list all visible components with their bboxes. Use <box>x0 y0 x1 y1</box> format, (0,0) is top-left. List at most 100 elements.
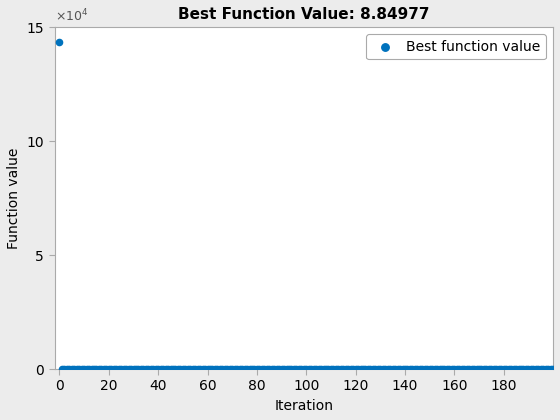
Best function value <box>107 366 116 373</box>
Best function value <box>279 366 288 373</box>
Best function value <box>507 366 516 373</box>
Best function value <box>139 366 148 373</box>
Best function value <box>72 366 81 373</box>
Best function value <box>374 366 382 373</box>
Best function value <box>472 366 481 373</box>
Best function value <box>297 366 306 373</box>
Best function value <box>255 366 264 373</box>
Best function value <box>395 366 404 373</box>
Best function value <box>341 366 350 373</box>
Best function value <box>151 366 160 373</box>
Best function value <box>127 366 136 373</box>
Best function value <box>410 366 419 373</box>
Best function value <box>526 366 535 373</box>
Best function value <box>324 366 333 373</box>
Best function value <box>129 366 138 373</box>
Best function value <box>132 366 141 373</box>
Best function value <box>124 366 133 373</box>
Best function value <box>191 366 200 373</box>
Best function value <box>465 366 474 373</box>
Best function value <box>258 366 267 373</box>
Best function value <box>334 366 343 373</box>
Best function value <box>60 366 69 373</box>
Best function value <box>381 366 390 373</box>
Best function value <box>206 366 214 373</box>
Title: Best Function Value: 8.84977: Best Function Value: 8.84977 <box>178 7 430 22</box>
Best function value <box>332 366 340 373</box>
Best function value <box>158 366 167 373</box>
Best function value <box>403 366 412 373</box>
Best function value <box>416 366 424 373</box>
Best function value <box>445 366 454 373</box>
Best function value <box>511 366 520 373</box>
Best function value <box>116 366 125 373</box>
Best function value <box>253 366 262 373</box>
Best function value <box>460 366 469 373</box>
Best function value <box>418 366 427 373</box>
Best function value <box>514 366 523 373</box>
Best function value <box>228 366 237 373</box>
Best function value <box>309 366 318 373</box>
Best function value <box>102 366 111 373</box>
Best function value <box>144 366 153 373</box>
Best function value <box>218 366 227 373</box>
Best function value <box>531 366 540 373</box>
Best function value <box>77 366 86 373</box>
Best function value <box>70 366 79 373</box>
Best function value <box>277 366 286 373</box>
Best function value <box>467 366 476 373</box>
Best function value <box>329 366 338 373</box>
Best function value <box>211 366 220 373</box>
Best function value <box>164 366 172 373</box>
Best function value <box>80 366 88 373</box>
Best function value <box>119 366 128 373</box>
Best function value <box>484 366 493 373</box>
Best function value <box>479 366 488 373</box>
Best function value <box>200 366 209 373</box>
Best function value <box>376 366 385 373</box>
Best function value <box>477 366 486 373</box>
Best function value <box>260 366 269 373</box>
Best function value <box>62 366 71 373</box>
Best function value <box>220 366 229 373</box>
Best function value <box>509 366 518 373</box>
Best function value <box>161 366 170 373</box>
Best function value <box>447 366 456 373</box>
Best function value <box>171 366 180 373</box>
Best function value <box>420 366 429 373</box>
Best function value <box>292 366 301 373</box>
X-axis label: Iteration: Iteration <box>274 399 333 413</box>
Best function value <box>137 366 146 373</box>
Best function value <box>250 366 259 373</box>
Best function value <box>534 366 543 373</box>
Best function value <box>65 366 74 373</box>
Best function value <box>487 366 496 373</box>
Best function value <box>240 366 249 373</box>
Best function value <box>169 366 178 373</box>
Best function value <box>74 366 83 373</box>
Best function value <box>386 366 395 373</box>
Best function value <box>134 366 143 373</box>
Y-axis label: Function value: Function value <box>7 147 21 249</box>
Best function value <box>302 366 311 373</box>
Best function value <box>482 366 491 373</box>
Best function value <box>398 366 407 373</box>
Best function value <box>344 366 353 373</box>
Best function value <box>326 366 335 373</box>
Best function value <box>174 366 183 373</box>
Best function value <box>450 366 459 373</box>
Best function value <box>181 366 190 373</box>
Best function value <box>499 366 508 373</box>
Best function value <box>492 366 501 373</box>
Best function value <box>85 366 94 373</box>
Best function value <box>425 366 434 373</box>
Best function value <box>299 366 308 373</box>
Best function value <box>435 366 444 373</box>
Best function value <box>400 366 409 373</box>
Best function value <box>504 366 513 373</box>
Best function value <box>284 366 293 373</box>
Best function value <box>146 366 155 373</box>
Best function value <box>265 366 274 373</box>
Best function value <box>549 366 558 373</box>
Best function value <box>316 366 325 373</box>
